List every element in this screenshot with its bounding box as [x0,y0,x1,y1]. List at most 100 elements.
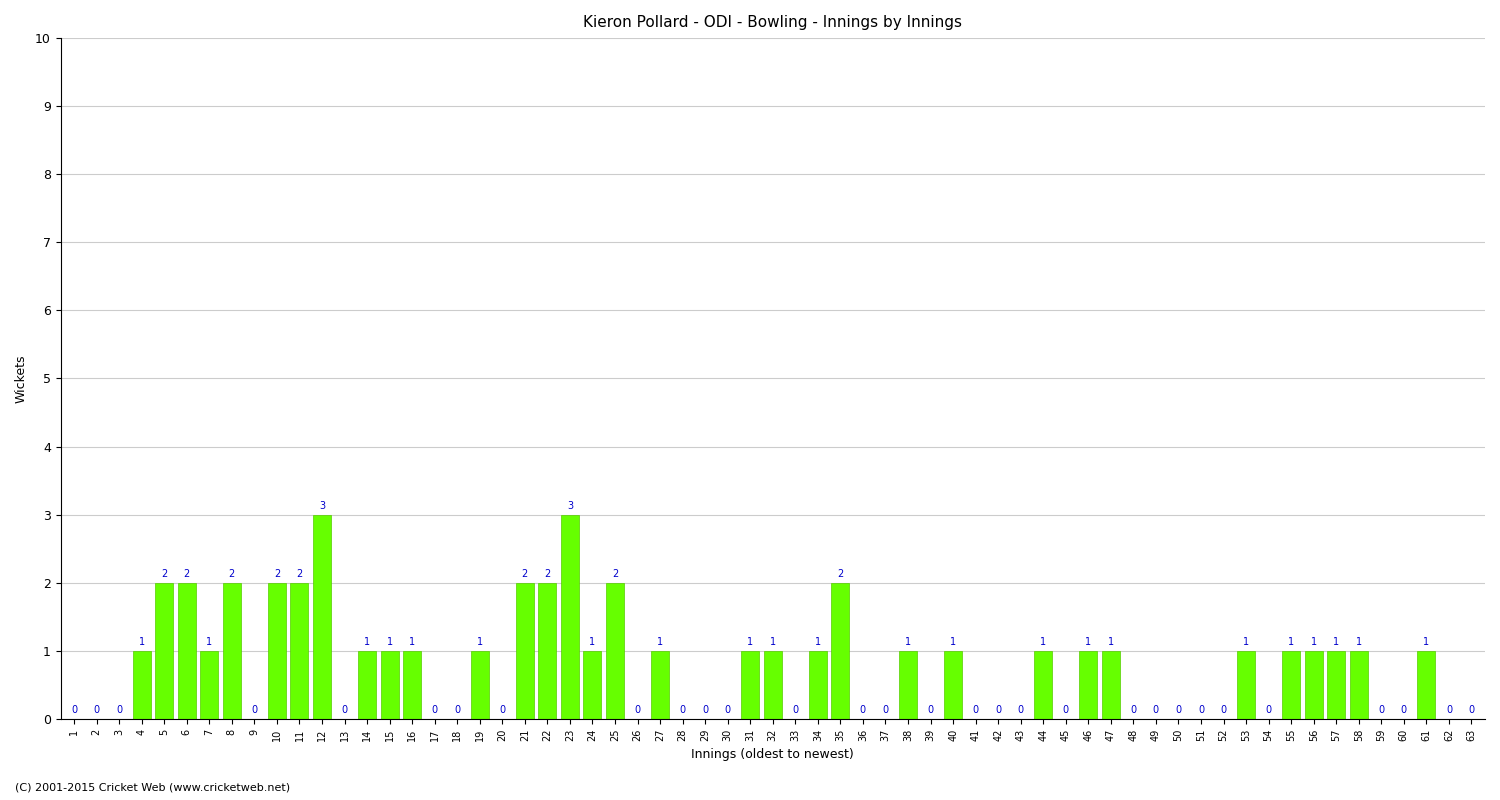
Bar [561,514,579,719]
Text: 1: 1 [1424,638,1430,647]
Text: 1: 1 [1356,638,1362,647]
Bar [291,582,309,719]
Bar [516,582,534,719]
Text: 0: 0 [702,706,708,715]
Bar [1418,650,1436,719]
Bar [1080,650,1098,719]
Text: 1: 1 [770,638,776,647]
Bar [741,650,759,719]
Text: 0: 0 [70,706,76,715]
Bar [764,650,782,719]
Text: 0: 0 [1266,706,1272,715]
Bar [471,650,489,719]
Text: 2: 2 [297,570,303,579]
Bar [154,582,172,719]
Text: 0: 0 [116,706,122,715]
Bar [1238,650,1256,719]
Text: 0: 0 [882,706,888,715]
Text: 1: 1 [206,638,213,647]
Text: 2: 2 [612,570,618,579]
Bar [314,514,332,719]
Text: 0: 0 [342,706,348,715]
Text: 1: 1 [950,638,956,647]
Text: 0: 0 [792,706,798,715]
Bar [1328,650,1346,719]
Text: 0: 0 [93,706,99,715]
Text: 1: 1 [1288,638,1294,647]
Text: 0: 0 [994,706,1000,715]
Bar [1034,650,1053,719]
Text: 0: 0 [1401,706,1407,715]
Text: 0: 0 [972,706,978,715]
Text: 1: 1 [477,638,483,647]
Text: 1: 1 [410,638,416,647]
Text: 0: 0 [1176,706,1182,715]
Text: 1: 1 [1040,638,1047,647]
Text: 1: 1 [1311,638,1317,647]
Text: 2: 2 [274,570,280,579]
Bar [358,650,376,719]
Title: Kieron Pollard - ODI - Bowling - Innings by Innings: Kieron Pollard - ODI - Bowling - Innings… [584,15,963,30]
Text: 0: 0 [634,706,640,715]
Text: 2: 2 [160,570,168,579]
Bar [404,650,422,719]
Text: 1: 1 [657,638,663,647]
Text: 0: 0 [1198,706,1204,715]
Bar [944,650,962,719]
Text: 2: 2 [228,570,236,579]
Bar [132,650,150,719]
Text: 1: 1 [815,638,821,647]
Bar [177,582,197,719]
Bar [268,582,286,719]
Y-axis label: Wickets: Wickets [15,354,28,402]
Bar [651,650,669,719]
Text: 0: 0 [680,706,686,715]
Text: 0: 0 [500,706,506,715]
Text: 0: 0 [724,706,730,715]
Text: 1: 1 [1334,638,1340,647]
Text: 0: 0 [1062,706,1070,715]
Text: 1: 1 [1244,638,1250,647]
Text: 0: 0 [1131,706,1137,715]
Text: 2: 2 [522,570,528,579]
Bar [224,582,242,719]
Bar [831,582,849,719]
Text: 3: 3 [567,502,573,511]
Text: 2: 2 [183,570,190,579]
Text: 1: 1 [1086,638,1092,647]
Text: (C) 2001-2015 Cricket Web (www.cricketweb.net): (C) 2001-2015 Cricket Web (www.cricketwe… [15,782,290,792]
Text: 0: 0 [1017,706,1025,715]
Text: 1: 1 [364,638,370,647]
Text: 1: 1 [904,638,910,647]
Bar [201,650,219,719]
Bar [1102,650,1120,719]
Text: 1: 1 [590,638,596,647]
Bar [1350,650,1368,719]
Text: 1: 1 [138,638,144,647]
Text: 0: 0 [859,706,865,715]
Text: 0: 0 [1378,706,1384,715]
Text: 3: 3 [320,502,326,511]
Bar [538,582,556,719]
Text: 0: 0 [1154,706,1160,715]
Text: 0: 0 [1221,706,1227,715]
Text: 0: 0 [432,706,438,715]
Text: 0: 0 [1446,706,1452,715]
Text: 1: 1 [1108,638,1114,647]
Bar [606,582,624,719]
Text: 0: 0 [454,706,460,715]
Bar [808,650,826,719]
Text: 0: 0 [1468,706,1474,715]
X-axis label: Innings (oldest to newest): Innings (oldest to newest) [692,748,853,761]
Bar [1282,650,1300,719]
Bar [381,650,399,719]
Text: 0: 0 [927,706,933,715]
Bar [898,650,916,719]
Text: 0: 0 [252,706,258,715]
Text: 2: 2 [837,570,843,579]
Text: 2: 2 [544,570,550,579]
Text: 1: 1 [387,638,393,647]
Bar [584,650,602,719]
Bar [1305,650,1323,719]
Text: 1: 1 [747,638,753,647]
